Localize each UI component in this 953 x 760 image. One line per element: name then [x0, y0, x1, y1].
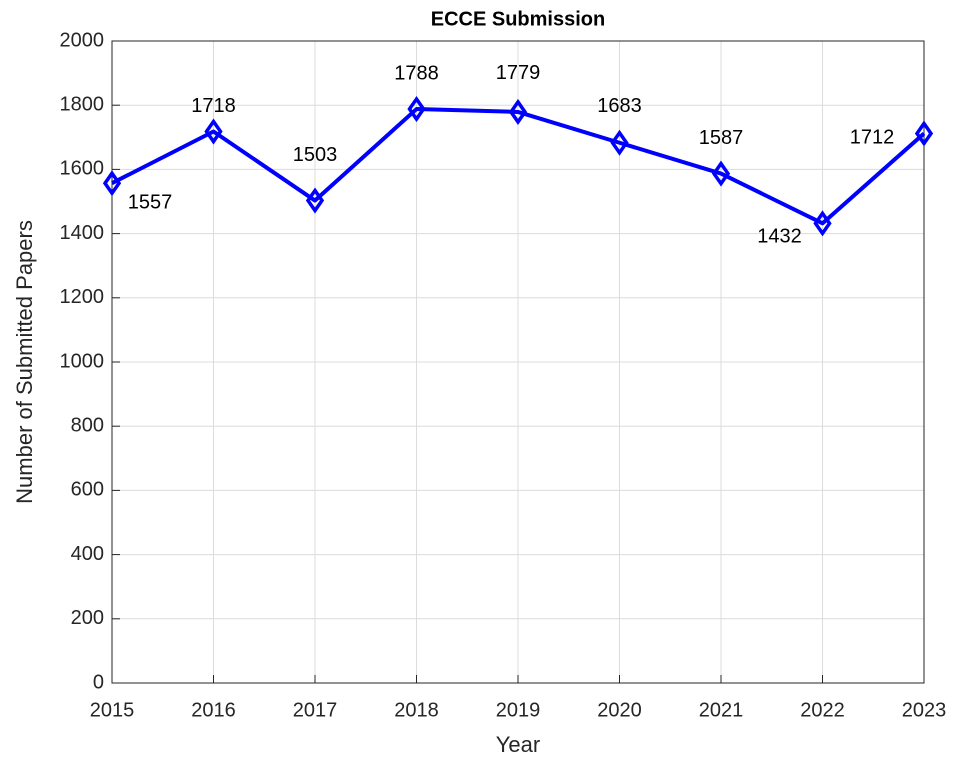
marker — [508, 98, 528, 125]
marker — [204, 118, 223, 145]
y-tick-label: 600 — [71, 479, 104, 501]
y-tick-label: 1800 — [60, 93, 105, 115]
data-label: 1587 — [699, 127, 744, 149]
marker — [914, 120, 934, 147]
x-tick-label: 2017 — [293, 699, 338, 721]
data-label: 1683 — [597, 95, 642, 117]
data-label: 1779 — [496, 62, 541, 84]
y-tick-label: 1000 — [60, 350, 105, 372]
marker — [102, 170, 122, 197]
y-tick-label: 1400 — [60, 222, 105, 244]
y-axis-label: Number of Submitted Papers — [12, 220, 37, 504]
y-tick-label: 1200 — [60, 286, 105, 308]
x-tick-label: 2016 — [191, 699, 236, 721]
y-tick-label: 800 — [71, 414, 104, 436]
marker — [711, 160, 731, 187]
y-tick-label: 1600 — [60, 158, 105, 180]
x-tick-label: 2022 — [800, 699, 845, 721]
y-tick-label: 200 — [71, 607, 104, 629]
x-tick-label: 2021 — [699, 699, 744, 721]
data-label: 1788 — [394, 62, 439, 84]
x-axis-label: Year — [496, 732, 540, 757]
x-tick-label: 2015 — [90, 699, 135, 721]
data-label: 1712 — [850, 127, 895, 149]
chart-title: ECCE Submission — [431, 8, 605, 30]
marker — [610, 129, 629, 156]
data-label: 1432 — [757, 226, 802, 248]
data-label: 1718 — [191, 95, 236, 117]
x-tick-label: 2023 — [902, 699, 947, 721]
marker — [407, 96, 426, 123]
y-tick-label: 0 — [93, 671, 104, 693]
plot-frame — [111, 40, 925, 684]
y-tick-label: 2000 — [60, 29, 105, 51]
y-tick-label: 400 — [71, 543, 104, 565]
data-line — [111, 107, 926, 226]
marker — [813, 210, 832, 237]
data-label: 1557 — [128, 191, 173, 213]
marker — [305, 187, 325, 214]
data-label: 1503 — [293, 144, 338, 166]
x-tick-label: 2018 — [394, 699, 439, 721]
x-tick-label: 2020 — [597, 699, 642, 721]
x-tick-label: 2019 — [496, 699, 541, 721]
